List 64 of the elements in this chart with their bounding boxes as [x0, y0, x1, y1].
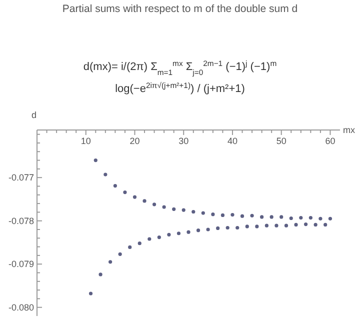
point [182, 208, 186, 212]
point [211, 212, 215, 216]
point [138, 242, 142, 246]
point [132, 195, 137, 199]
point [226, 226, 230, 230]
point [98, 272, 102, 276]
point [167, 232, 171, 236]
point [304, 222, 308, 226]
y-tick-label: -0.080 [8, 302, 34, 312]
point [157, 235, 161, 240]
x-axis-title: mx [343, 125, 356, 135]
chart-title: Partial sums with respect to m of the double sum d [62, 3, 298, 15]
point [230, 212, 234, 217]
y-axis-title: d [31, 110, 37, 120]
point [255, 224, 259, 228]
point [270, 215, 274, 219]
point [152, 202, 156, 206]
point [264, 224, 268, 228]
point [186, 230, 190, 234]
point [274, 224, 278, 228]
point [162, 205, 166, 209]
point [192, 210, 196, 214]
point [324, 222, 328, 227]
point [216, 226, 220, 230]
point [314, 222, 318, 227]
point [176, 232, 181, 236]
y-tick-label: -0.077 [8, 172, 34, 183]
y-tick-label: -0.079 [8, 259, 34, 270]
x-tick-label: 30 [178, 136, 189, 146]
point [308, 216, 312, 220]
point [123, 190, 127, 194]
point [94, 158, 98, 162]
point [284, 224, 288, 228]
point [220, 213, 225, 218]
point [328, 216, 332, 220]
point [88, 292, 93, 296]
point [148, 237, 152, 241]
x-tick-label: 50 [276, 136, 286, 146]
point [299, 216, 303, 220]
x-tick-label: 60 [325, 136, 336, 146]
point [128, 245, 132, 250]
point [206, 228, 210, 232]
x-tick-label: 10 [80, 136, 91, 146]
x-tick-label: 40 [227, 136, 238, 146]
point [236, 226, 240, 230]
point [201, 211, 205, 215]
point [196, 228, 200, 232]
point [118, 252, 122, 256]
point [104, 172, 108, 176]
point [280, 215, 284, 219]
point [142, 199, 146, 203]
point [172, 207, 176, 211]
y-tick-label: -0.078 [8, 216, 34, 226]
point [250, 214, 254, 218]
text: d(mx)= i/(2π) Σ$_{m=1}$$^{mx}$ Σ$_{j=0}$$^{2m−1}$ (−1)$^{j}$ (−1)$^{m}$ log(−e$^{2iπ√(j+m²+1)}$) / (j+m²+1) [83, 58, 277, 95]
point [108, 260, 112, 264]
point [245, 224, 249, 228]
point [289, 216, 293, 220]
point [318, 216, 322, 220]
point [113, 184, 117, 188]
point [260, 215, 264, 219]
x-tick-label: 20 [130, 136, 140, 146]
point [294, 222, 298, 227]
point [240, 214, 244, 218]
